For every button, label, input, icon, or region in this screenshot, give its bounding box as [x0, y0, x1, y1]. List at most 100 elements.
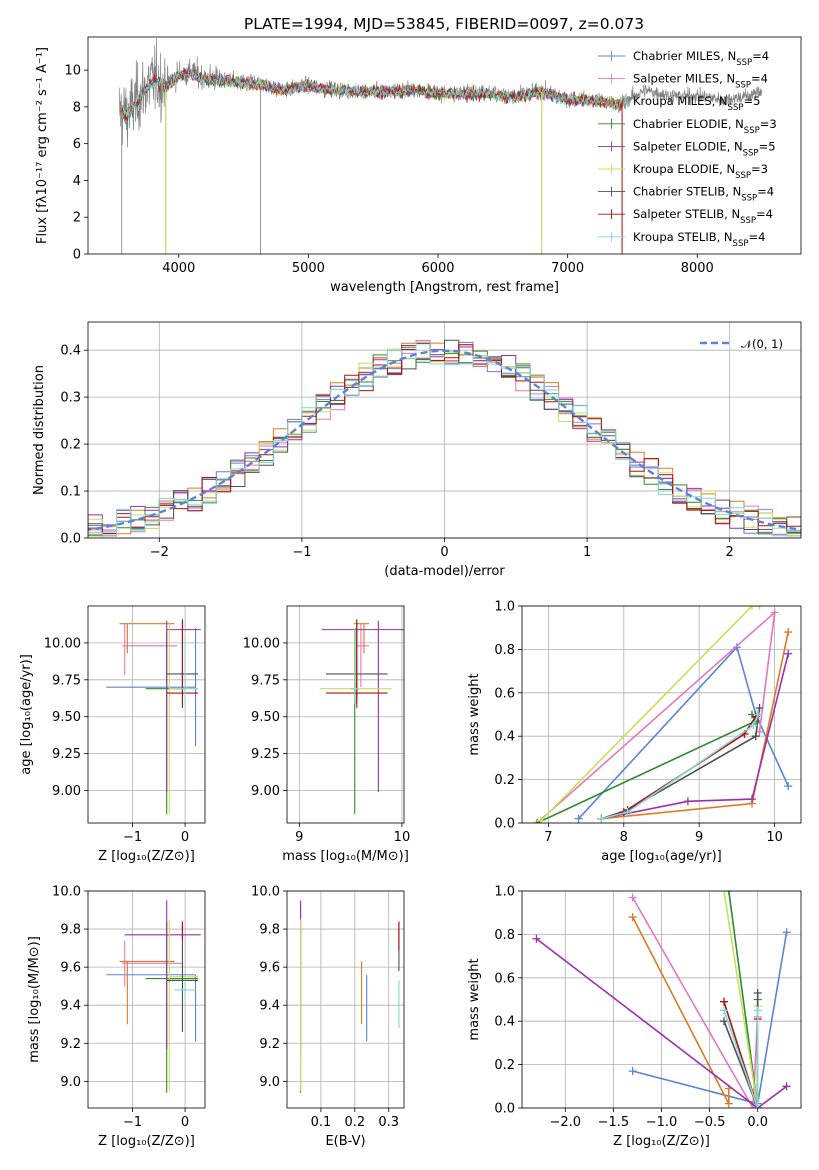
y-tick-label: 0.8	[494, 643, 515, 658]
model-spectrum	[121, 69, 626, 120]
legend-label: Chabrier STELIB, NSSP=4	[633, 185, 774, 204]
errorbar-point	[124, 900, 201, 1049]
x-tick-label: −1	[123, 830, 142, 845]
weight-vs-age-panel: 7 8 9 10 0.0 0.2 0.4 0.6 0.8 1.0 age [log₁₀(age/yr…	[467, 600, 802, 864]
weight-marker	[747, 606, 756, 610]
x-tick-label: 10	[394, 830, 411, 845]
weight-marker	[628, 913, 637, 922]
plot-area	[300, 900, 400, 1093]
x-axis-label: wavelength [Angstrom, rest frame]	[330, 280, 559, 295]
weight-marker	[784, 649, 793, 658]
y-tick-label: 0.2	[494, 1058, 515, 1073]
y-tick-label: 9.2	[259, 1037, 280, 1052]
weight-vs-metallicity-panel: −2.0 −1.5 −1.0 −0.5 0.0 0.0 0.2 0.4 0.6 0.8 1.0 Z […	[467, 885, 802, 1149]
errorbar-point	[166, 619, 199, 708]
x-tick-label: −1	[123, 1115, 142, 1130]
y-axis-label: mass weight	[467, 958, 482, 1040]
errorbar-point	[122, 940, 183, 987]
legend-subscript: SSP	[743, 148, 759, 158]
weight-marker	[755, 606, 764, 610]
weight-series	[601, 653, 789, 820]
y-tick-label: 10.00	[243, 636, 280, 651]
y-tick-label: 0.3	[60, 391, 81, 406]
plot-area	[533, 606, 793, 823]
weight-series	[601, 714, 759, 820]
weight-marker	[770, 608, 779, 617]
y-tick-label: 1.0	[494, 600, 515, 615]
y-tick-label: 9.75	[251, 673, 280, 688]
x-tick-label: 0.3	[378, 1115, 399, 1130]
legend-subscript: SSP	[733, 239, 749, 249]
weight-marker	[532, 934, 541, 943]
errorbar-point	[106, 974, 197, 1042]
weight-marker	[720, 1017, 729, 1026]
weight-marker	[720, 1006, 729, 1015]
plot-area	[532, 891, 791, 1108]
y-tick-label: 0.0	[60, 532, 81, 547]
residual-histogram-panel: −2 −1 0 1 2 0.0 0.1 0.2 0.3 0.4 (data-model)/error…	[32, 321, 802, 579]
y-tick-label: 9.0	[60, 1075, 81, 1090]
x-tick-label: 0	[181, 830, 189, 845]
weight-marker	[748, 1104, 757, 1108]
x-tick-label: 4000	[162, 261, 195, 276]
weight-marker	[720, 997, 729, 1006]
legend-label: Chabrier MILES, NSSP=4	[633, 49, 769, 68]
y-axis-label: mass weight	[467, 673, 482, 755]
legend-label: Chabrier ELODIE, NSSP=3	[633, 117, 777, 136]
x-tick-label: 8000	[681, 261, 714, 276]
legend-subscript: SSP	[741, 194, 757, 204]
y-tick-label: 6	[73, 137, 81, 152]
plot-area	[106, 900, 201, 1093]
y-tick-label: 0.1	[60, 485, 81, 500]
y-tick-label: 0.0	[494, 817, 515, 832]
y-tick-label: 9.8	[60, 923, 81, 938]
plot-area	[88, 339, 801, 537]
x-tick-label: 2	[726, 545, 734, 560]
y-tick-label: 10.0	[52, 885, 81, 900]
weight-marker	[782, 928, 791, 937]
errorbar-point	[122, 623, 178, 676]
model-spectrum	[121, 67, 627, 121]
x-axis-label: Z [log₁₀(Z/Z⊙)]	[98, 1134, 195, 1149]
age-vs-mass-panel: 9 10 9.00 9.25 9.50 9.75 10.00 mass [log₁₀(M/M⊙…	[243, 605, 411, 864]
axes-frame	[87, 36, 802, 255]
legend-label: Salpeter STELIB, NSSP=4	[633, 207, 773, 226]
y-axis-label: mass [log₁₀(M/M⊙)]	[27, 936, 42, 1063]
errorbar-point	[326, 619, 388, 708]
weight-marker	[628, 893, 637, 902]
x-axis-label: Z [log₁₀(Z/Z⊙)]	[613, 1134, 710, 1149]
errorbar-point	[168, 919, 199, 1091]
x-tick-label: 0	[440, 545, 448, 560]
weight-marker	[724, 1099, 733, 1108]
legend-subscript: SSP	[735, 171, 751, 181]
weight-marker	[784, 782, 793, 791]
x-tick-label: 0.2	[344, 1115, 365, 1130]
x-axis-label: mass [log₁₀(M/M⊙)]	[282, 849, 409, 864]
y-tick-label: 0	[73, 248, 81, 263]
y-tick-label: 9.50	[52, 710, 81, 725]
x-tick-label: 6000	[421, 261, 454, 276]
x-tick-label: 5000	[292, 261, 325, 276]
weight-marker	[782, 1082, 791, 1091]
x-tick-label: −1.0	[646, 1115, 678, 1130]
errorbar-point	[119, 960, 175, 1025]
weight-marker	[751, 732, 760, 741]
weight-series	[723, 891, 759, 1108]
x-tick-label: 9	[695, 830, 703, 845]
legend-subscript: SSP	[736, 58, 752, 68]
errorbar-point	[106, 628, 197, 747]
errorbar-point	[119, 623, 175, 654]
y-tick-label: 9.4	[259, 999, 280, 1014]
errorbar-point	[145, 921, 199, 1093]
weight-marker	[753, 988, 762, 997]
x-tick-label: 9	[295, 830, 303, 845]
x-tick-label: −0.5	[694, 1115, 726, 1130]
plot-area	[106, 619, 201, 815]
x-tick-label: 0.0	[747, 1115, 768, 1130]
weight-marker	[683, 797, 692, 806]
x-tick-label: 8	[620, 830, 628, 845]
x-tick-label: −1.5	[598, 1115, 630, 1130]
legend-subscript: SSP	[735, 81, 751, 91]
weight-marker	[536, 816, 545, 823]
